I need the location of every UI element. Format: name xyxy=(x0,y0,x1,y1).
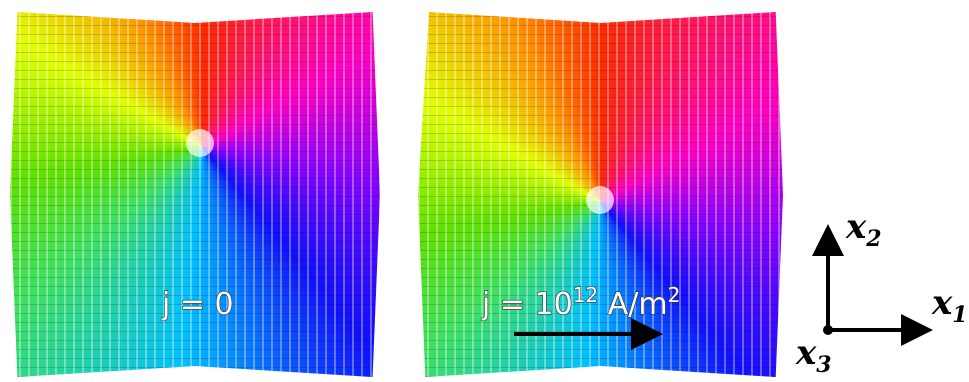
overlay: j = 0 j = 1012 A/m2 x2 x1 x3 xyxy=(0,0,969,382)
panel-label: j = 1012 A/m2 xyxy=(481,283,680,322)
label-exponent: 12 xyxy=(573,283,598,307)
axis-base: x xyxy=(845,207,867,247)
axis-label: x2 xyxy=(845,207,882,252)
label-unit: A/m xyxy=(598,287,667,322)
label-text: j = 10 xyxy=(481,287,573,322)
axis-base: x xyxy=(931,283,953,323)
axis-sub: 2 xyxy=(865,226,881,252)
axis-sub: 1 xyxy=(952,302,967,328)
panel-label: j = 0 xyxy=(161,287,234,322)
axis-label: x1 xyxy=(931,283,968,328)
axis-sub: 3 xyxy=(816,352,831,378)
vortex-core xyxy=(186,129,214,157)
page: j = 0 j = 1012 A/m2 x2 x1 x3 (() => { co… xyxy=(0,0,969,382)
label-text: j = 0 xyxy=(161,287,234,322)
axis-base: x xyxy=(795,333,817,373)
label-unit-exponent: 2 xyxy=(668,283,681,307)
axis-label: x3 xyxy=(795,333,832,378)
vortex-core xyxy=(586,186,614,214)
axis-x3 xyxy=(823,325,833,335)
